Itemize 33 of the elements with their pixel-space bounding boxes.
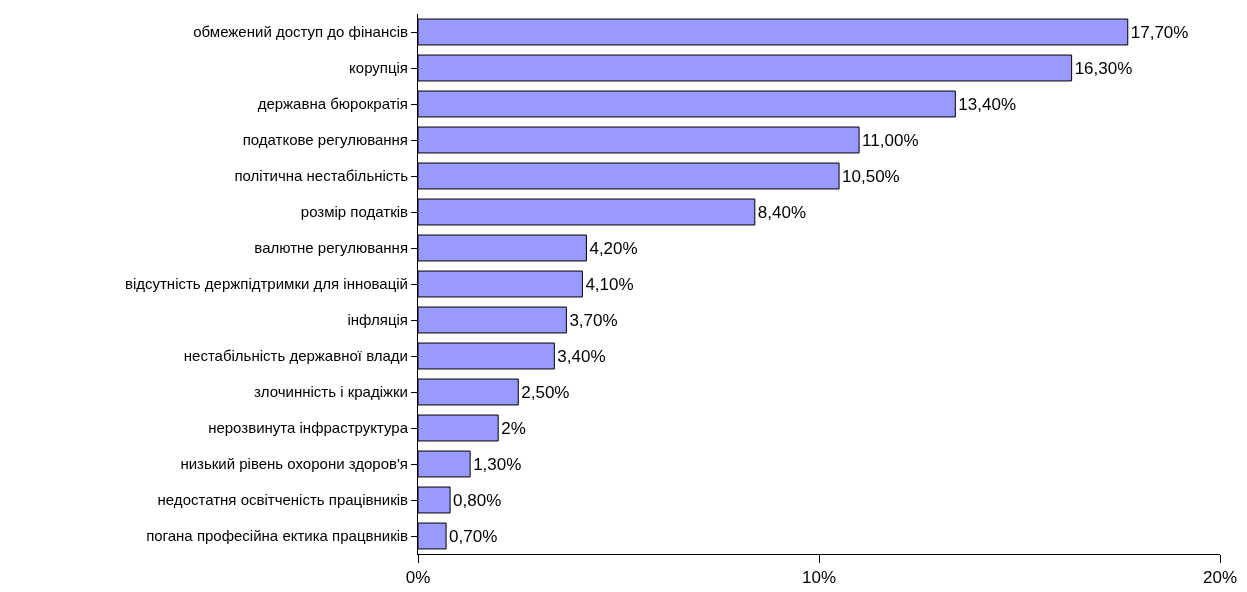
y-tick-label: корупція bbox=[349, 59, 408, 77]
data-label: 13,40% bbox=[958, 94, 1017, 114]
x-tick-label: 10% bbox=[801, 568, 837, 588]
y-tick-label: злочинність і крадіжки bbox=[254, 383, 408, 401]
data-label: 3,40% bbox=[557, 346, 606, 366]
y-tick-label: погана професійна ектика працвників bbox=[146, 527, 409, 545]
y-tick-label: валютне регулювання bbox=[254, 239, 408, 257]
data-label: 8,40% bbox=[757, 202, 807, 222]
data-label: 2% bbox=[501, 418, 526, 438]
y-tick-label: нерозвинута інфраструктура bbox=[208, 419, 409, 437]
data-label: 17,70% bbox=[1130, 22, 1189, 42]
data-label: 3,70% bbox=[569, 310, 618, 330]
data-label: 10,50% bbox=[842, 166, 900, 186]
x-tick-label: 20% bbox=[1202, 568, 1238, 588]
y-tick-label: нестабільність державної влади bbox=[183, 347, 408, 365]
data-label: 2,50% bbox=[521, 382, 570, 402]
data-label: 0,70% bbox=[449, 526, 498, 546]
y-tick-label: розмір податків bbox=[300, 203, 409, 221]
y-tick-label: державна бюрократія bbox=[257, 95, 408, 113]
y-tick-label: інфляція bbox=[347, 311, 408, 329]
data-label: 0,80% bbox=[453, 490, 502, 510]
y-tick-label: обмежений доступ до фінансів bbox=[193, 23, 409, 41]
data-label: 1,30% bbox=[473, 454, 522, 474]
y-tick-label: відсутність держпідтримки для інновацій bbox=[124, 275, 408, 293]
data-label: 16,30% bbox=[1074, 58, 1133, 78]
y-tick-label: політична нестабільність bbox=[234, 167, 409, 185]
data-label: 4,20% bbox=[589, 238, 638, 258]
y-tick-label: низький рівень охорони здоров'я bbox=[180, 455, 408, 473]
y-tick-label: недостатня освітченість працівників bbox=[157, 491, 409, 509]
data-label: 11,00% bbox=[862, 130, 919, 150]
x-tick-label: 0% bbox=[405, 568, 431, 588]
data-label: 4,10% bbox=[585, 274, 634, 294]
y-tick-label: податкове регулювання bbox=[242, 131, 408, 149]
